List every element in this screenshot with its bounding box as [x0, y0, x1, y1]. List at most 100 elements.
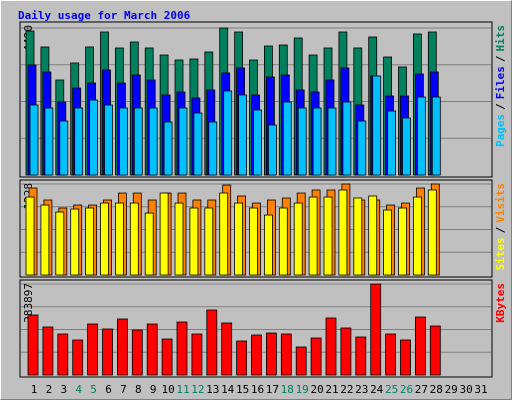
bar: [223, 90, 233, 176]
bar: [70, 208, 80, 276]
bar: [131, 329, 143, 376]
bar: [148, 107, 158, 176]
bar: [117, 318, 128, 376]
bar: [357, 120, 367, 176]
x-tick-label: 18: [281, 383, 294, 396]
bar: [236, 340, 248, 376]
x-tick-label: 13: [206, 383, 219, 396]
x-tick-label: 22: [340, 383, 353, 396]
bar: [191, 333, 203, 376]
x-tick-label: 11: [176, 383, 189, 396]
bar: [340, 327, 352, 376]
legend: KBytes: [494, 283, 507, 323]
bar: [193, 112, 203, 176]
bar: [206, 309, 218, 376]
bar: [208, 121, 218, 176]
x-tick-label: 23: [355, 383, 368, 396]
bar: [219, 192, 229, 276]
x-tick-label: 1: [31, 383, 38, 396]
bar: [44, 107, 54, 176]
x-tick-label: 14: [221, 383, 235, 396]
bar: [355, 336, 367, 376]
bar: [129, 202, 139, 276]
bar: [338, 189, 348, 276]
bar: [370, 283, 382, 376]
bar: [323, 196, 333, 276]
bar: [402, 117, 411, 176]
bar: [267, 124, 277, 176]
bar: [102, 328, 113, 376]
x-tick-label: 7: [120, 383, 127, 396]
bar: [146, 323, 158, 376]
bar: [312, 107, 322, 176]
bar: [251, 334, 262, 376]
bar: [295, 346, 307, 376]
x-tick-label: 9: [150, 383, 157, 396]
bar: [368, 195, 378, 276]
bar: [353, 197, 363, 276]
legend-entry: Hits: [494, 25, 507, 52]
bar: [342, 101, 352, 176]
bar: [387, 110, 397, 176]
bar: [238, 94, 248, 176]
x-tick-label: 20: [310, 383, 323, 396]
x-tick-label: 24: [370, 383, 384, 396]
bar: [119, 107, 128, 176]
bar: [234, 202, 244, 276]
bar: [189, 207, 199, 276]
legend-entry: Visits: [494, 183, 507, 223]
legend: Sites / Visits: [494, 183, 507, 271]
bar: [163, 121, 173, 176]
bar: [74, 107, 84, 176]
bar: [55, 211, 65, 276]
bar: [104, 104, 113, 176]
bar: [72, 339, 84, 376]
bar: [133, 107, 143, 176]
legend-separator: /: [494, 226, 507, 233]
bar: [400, 339, 411, 376]
legend-separator: /: [494, 103, 507, 110]
x-tick-label: 19: [296, 383, 309, 396]
bar: [249, 207, 258, 276]
chart-title: Daily usage for March 2006: [18, 9, 191, 22]
legend: Pages / Files / Hits: [494, 25, 507, 147]
x-tick-label: 25: [385, 383, 398, 396]
bar: [59, 120, 69, 176]
legend-separator: /: [494, 55, 507, 62]
bar: [265, 332, 277, 376]
bar: [176, 321, 188, 376]
bar: [25, 196, 35, 276]
bar: [297, 107, 307, 176]
bar: [40, 204, 50, 276]
bar: [383, 209, 393, 276]
bar: [87, 323, 98, 376]
bar: [85, 207, 94, 276]
bar: [416, 96, 426, 176]
bar: [431, 96, 441, 176]
bar: [159, 192, 169, 276]
bar: [29, 104, 39, 176]
x-tick-label: 29: [445, 383, 458, 396]
bar: [178, 107, 188, 176]
x-tick-label: 21: [325, 383, 338, 396]
legend-entry: Sites: [494, 237, 507, 270]
x-tick-label: 28: [430, 383, 443, 396]
bar: [204, 207, 214, 276]
x-tick-label: 8: [135, 383, 142, 396]
x-tick-label: 17: [266, 383, 279, 396]
x-tick-label: 15: [236, 383, 249, 396]
bar: [144, 212, 154, 276]
bar: [398, 207, 407, 276]
bar: [412, 196, 422, 276]
bar: [253, 109, 262, 176]
legend-entry: Pages: [494, 114, 507, 147]
bar: [263, 214, 273, 276]
bar: [89, 99, 98, 176]
bar: [100, 202, 109, 276]
x-tick-label: 5: [90, 383, 97, 396]
bar: [27, 314, 39, 376]
bar: [308, 196, 318, 276]
bar: [115, 202, 124, 276]
x-tick-label: 16: [251, 383, 264, 396]
